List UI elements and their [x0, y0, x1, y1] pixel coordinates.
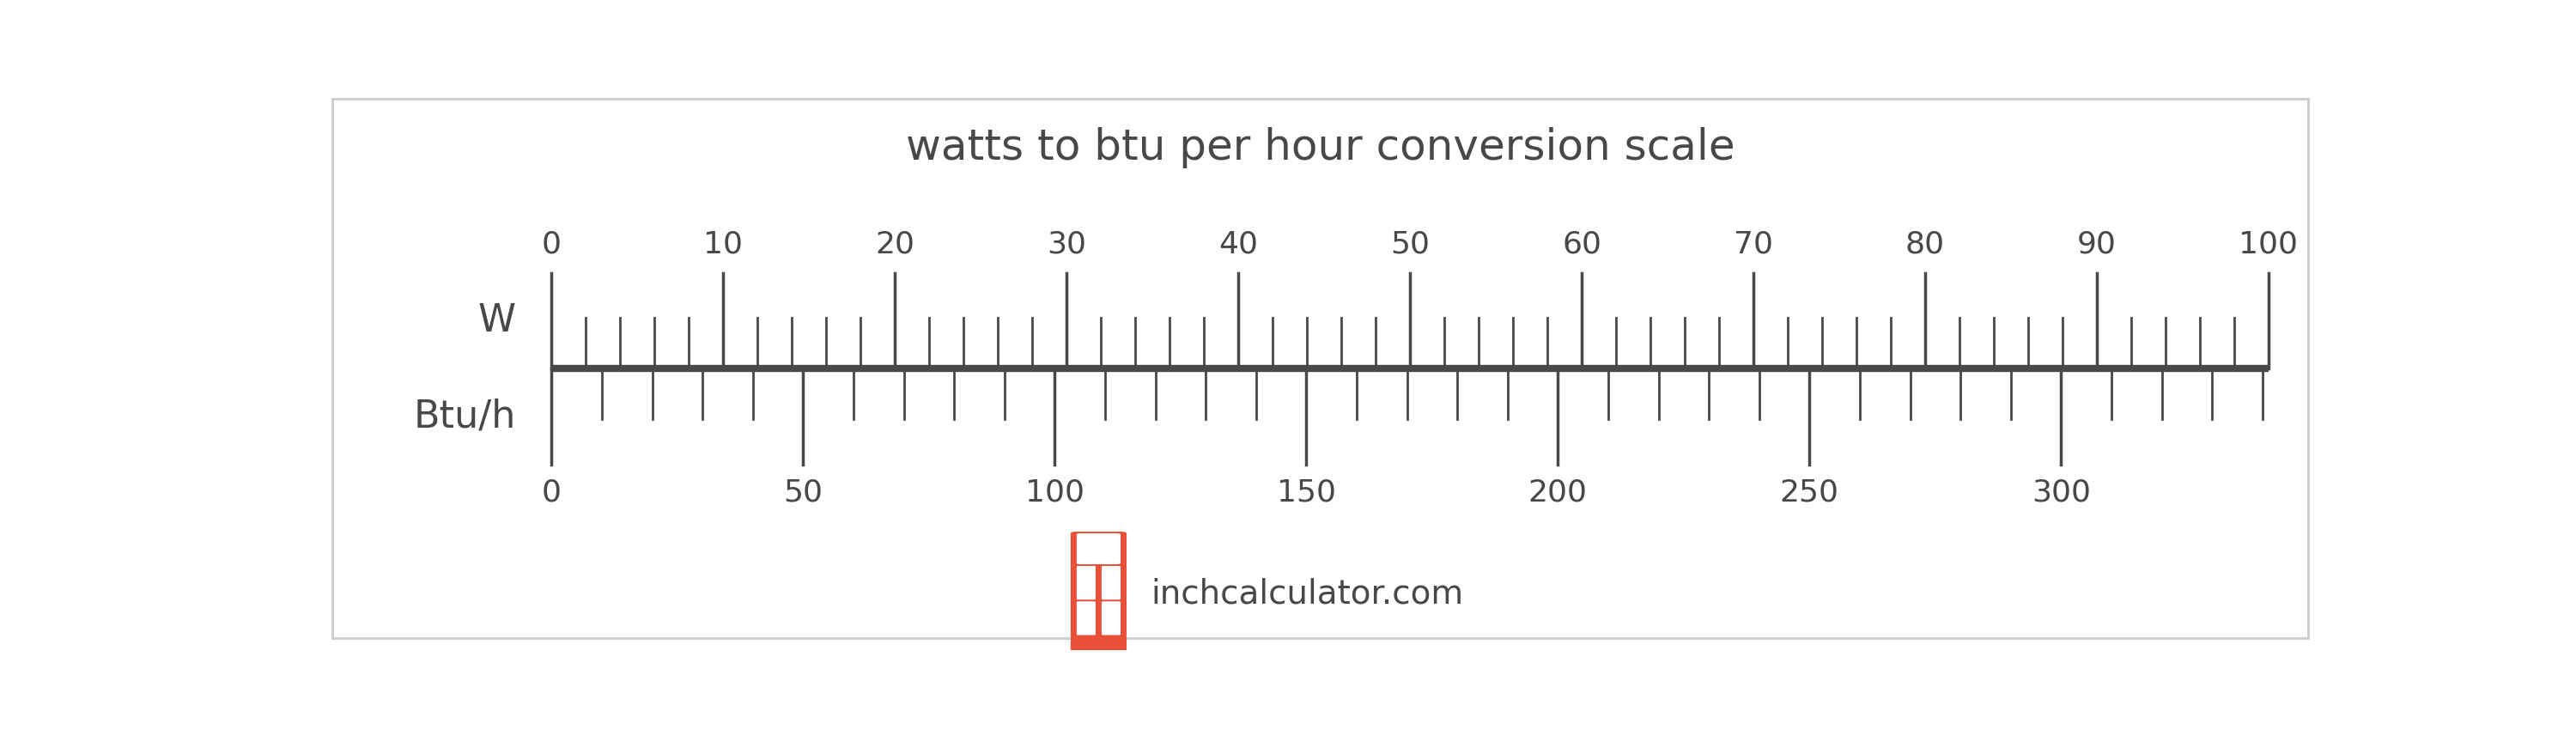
Text: 80: 80 — [1906, 230, 1945, 259]
Text: 20: 20 — [876, 230, 914, 259]
Text: 70: 70 — [1734, 230, 1772, 259]
Text: 40: 40 — [1218, 230, 1257, 259]
Text: 0: 0 — [541, 230, 562, 259]
Text: inchcalculator.com: inchcalculator.com — [1151, 577, 1463, 610]
Text: 30: 30 — [1046, 230, 1087, 259]
FancyBboxPatch shape — [1103, 566, 1121, 599]
Text: 50: 50 — [783, 478, 822, 507]
FancyBboxPatch shape — [1077, 566, 1095, 599]
FancyBboxPatch shape — [1103, 602, 1121, 635]
FancyBboxPatch shape — [1077, 534, 1121, 564]
Text: 50: 50 — [1391, 230, 1430, 259]
Text: 250: 250 — [1780, 478, 1839, 507]
Text: watts to btu per hour conversion scale: watts to btu per hour conversion scale — [907, 127, 1734, 168]
FancyBboxPatch shape — [1072, 531, 1126, 656]
Text: W: W — [479, 302, 515, 339]
Text: 200: 200 — [1528, 478, 1587, 507]
Text: 90: 90 — [2076, 230, 2117, 259]
Text: 10: 10 — [703, 230, 742, 259]
Text: 100: 100 — [2239, 230, 2298, 259]
Text: 150: 150 — [1278, 478, 1337, 507]
Text: 60: 60 — [1561, 230, 1602, 259]
Text: 0: 0 — [541, 478, 562, 507]
Text: 100: 100 — [1025, 478, 1084, 507]
Text: 300: 300 — [2032, 478, 2092, 507]
FancyBboxPatch shape — [1077, 602, 1095, 635]
Text: Btu/h: Btu/h — [412, 398, 515, 435]
